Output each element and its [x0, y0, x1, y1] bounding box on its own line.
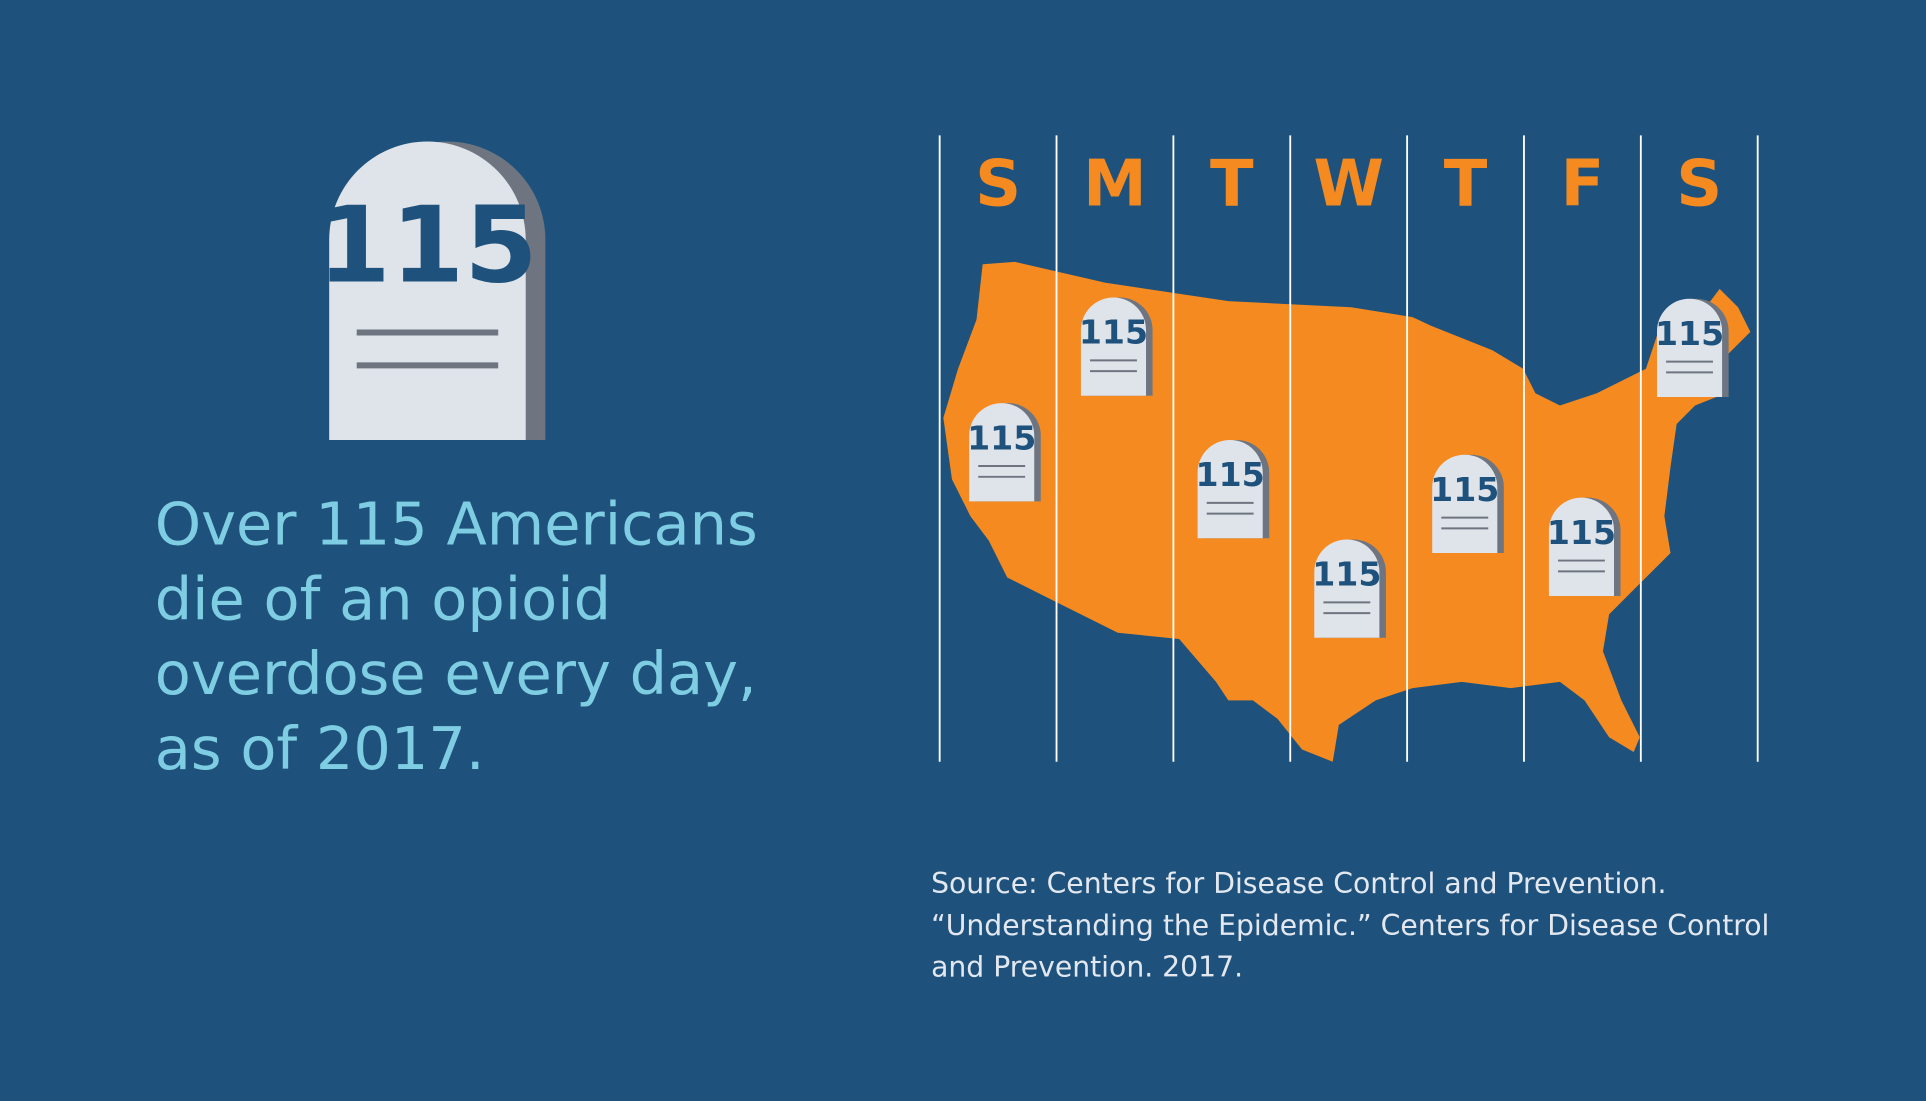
- tombstone-number: 115: [1196, 455, 1265, 494]
- tombstone: 115: [1196, 439, 1270, 539]
- tombstone: 115: [1430, 454, 1504, 553]
- source-line: Source: Centers for Disease Control and …: [931, 867, 1666, 900]
- tombstone-number: 115: [1312, 555, 1381, 594]
- tombstone: 115: [317, 141, 546, 440]
- tombstone-number: 115: [967, 418, 1036, 457]
- day-label: S: [975, 147, 1021, 221]
- tombstone: 115: [1079, 297, 1153, 396]
- tombstone-number: 115: [1655, 314, 1724, 353]
- tombstone-number: 115: [1547, 513, 1616, 552]
- day-label: M: [1083, 147, 1147, 221]
- headline-line: die of an opioid: [155, 564, 611, 633]
- tombstone: 115: [1547, 497, 1621, 596]
- day-label: T: [1210, 147, 1254, 221]
- source-line: and Prevention. 2017.: [931, 951, 1243, 984]
- headline-line: as of 2017.: [155, 714, 485, 783]
- day-label: T: [1444, 147, 1488, 221]
- headline-line: Over 115 Americans: [155, 489, 758, 558]
- tombstone-number: 115: [317, 184, 537, 307]
- source-line: “Understanding the Epidemic.” Centers fo…: [931, 909, 1769, 942]
- day-label: W: [1313, 147, 1383, 221]
- tombstone: 115: [967, 403, 1041, 502]
- headline-line: overdose every day,: [155, 639, 757, 708]
- tombstone: 115: [1655, 298, 1729, 397]
- day-label: S: [1676, 147, 1722, 221]
- tombstone-number: 115: [1430, 470, 1499, 509]
- day-label: F: [1561, 147, 1605, 221]
- tombstone: 115: [1312, 539, 1386, 638]
- tombstone-number: 115: [1079, 313, 1148, 352]
